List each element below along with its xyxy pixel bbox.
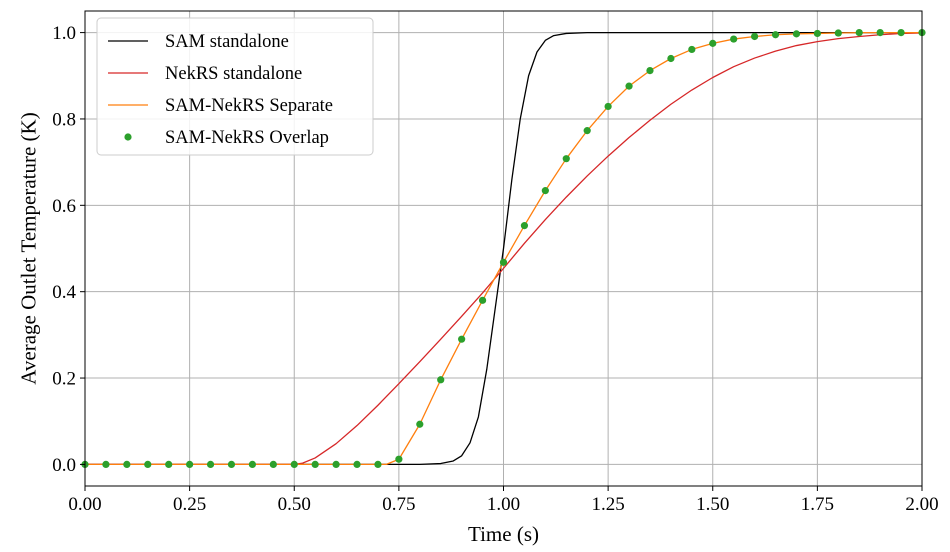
data-point (583, 127, 591, 135)
data-point (876, 28, 884, 37)
x-axis-title: Time (s) (468, 522, 539, 546)
legend: SAM standalone NekRS standalone SAM-NekRS … (96, 17, 374, 156)
data-point (646, 66, 654, 75)
data-point (499, 258, 508, 266)
series-3 (81, 28, 926, 469)
data-point (478, 296, 487, 304)
data-point (332, 460, 340, 469)
data-point (458, 335, 466, 343)
data-point (374, 460, 382, 469)
data-point (897, 28, 905, 37)
legend-label: SAM-NekRS Overlap (165, 128, 329, 148)
data-point (353, 460, 361, 469)
data-point (311, 460, 319, 469)
x-tick-label: 2.00 (905, 494, 938, 515)
legend-item: SAM-NekRS Overlap (124, 128, 329, 148)
data-point (792, 30, 801, 38)
legend-swatch (124, 133, 132, 141)
legend-box (96, 17, 374, 156)
y-tick-label: 0.8 (52, 109, 76, 130)
y-tick-label: 1.0 (52, 23, 76, 44)
y-tick-label: 0.6 (52, 196, 76, 217)
data-point (813, 29, 821, 38)
data-point (604, 102, 612, 111)
x-tick-label: 1.50 (696, 494, 729, 515)
data-point (102, 460, 110, 469)
data-point (688, 45, 696, 54)
data-point (751, 32, 759, 41)
data-point (186, 460, 194, 469)
data-point (667, 54, 675, 63)
data-point (123, 460, 131, 469)
data-point (709, 39, 717, 47)
y-tick-label: 0.0 (52, 455, 76, 476)
legend-label: SAM-NekRS Separate (165, 96, 333, 116)
legend-item: SAM-NekRS Separate (108, 96, 333, 116)
y-tick-label: 0.4 (52, 282, 76, 303)
data-point (269, 460, 277, 469)
x-tick-label: 0.50 (278, 494, 311, 515)
data-point (771, 31, 780, 39)
legend-label: NekRS standalone (165, 64, 302, 84)
data-point (730, 35, 738, 43)
data-point (144, 460, 152, 469)
data-point (541, 187, 549, 195)
x-tick-label: 0.00 (68, 494, 101, 515)
data-point (395, 455, 403, 463)
x-tick-label: 1.75 (801, 494, 834, 515)
legend-item: SAM standalone (108, 32, 289, 52)
data-point (520, 222, 529, 230)
x-tick-label: 1.25 (592, 494, 625, 515)
series-layer (81, 28, 926, 469)
legend-item: NekRS standalone (108, 64, 302, 84)
x-tick-label: 1.00 (487, 494, 520, 515)
data-point (227, 460, 236, 469)
data-point (437, 376, 445, 384)
series-line (85, 32, 923, 466)
data-point (248, 460, 256, 469)
data-point (206, 460, 215, 469)
data-point (165, 460, 173, 469)
y-axis-title: Average Outlet Temperature (K) (16, 112, 40, 384)
y-tick-label: 0.2 (52, 369, 76, 390)
series-0 (85, 31, 922, 466)
data-point (625, 82, 633, 90)
legend-label: SAM standalone (165, 32, 289, 52)
data-point (562, 155, 570, 163)
data-point (290, 460, 298, 469)
x-tick-label: 0.25 (173, 494, 206, 515)
x-tick-label: 0.75 (382, 494, 415, 515)
data-point (855, 28, 863, 37)
series-1 (85, 32, 923, 466)
grid (84, 11, 923, 486)
axis-ticks: 0.00 0.25 0.50 0.75 1.00 1.25 1.50 1.75 2.00 0.0 0… (52, 23, 938, 515)
data-point (416, 420, 424, 428)
data-point (834, 29, 842, 37)
series-line (85, 31, 922, 466)
